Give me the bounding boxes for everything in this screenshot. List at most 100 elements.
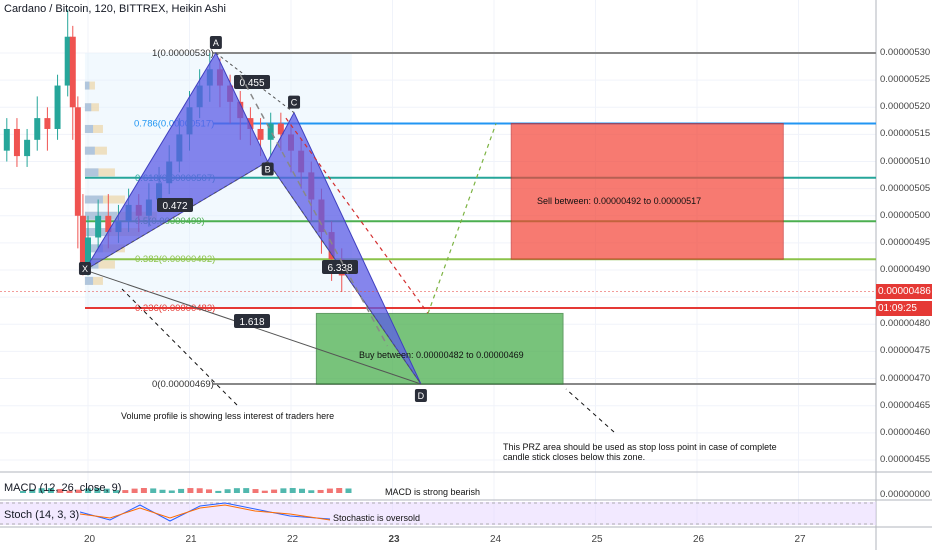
volume-note: Volume profile is showing less interest … bbox=[121, 411, 335, 421]
pattern-point-label: X bbox=[82, 264, 88, 274]
candle-up bbox=[267, 123, 274, 140]
candle-down bbox=[105, 215, 112, 233]
volume-note-arrow bbox=[121, 288, 238, 406]
pattern-point-marker bbox=[78, 262, 91, 276]
sell-zone-label: Sell between: 0.00000492 to 0.00000517 bbox=[537, 196, 702, 206]
volume-bar-up bbox=[84, 211, 118, 220]
fib-level-label: 1(0.00000530) bbox=[152, 48, 214, 59]
x-tick-label: 22 bbox=[287, 534, 299, 545]
y-tick-label: 0.00000465 bbox=[880, 399, 931, 411]
pattern-ratio-box bbox=[322, 260, 358, 274]
pattern-point-marker bbox=[288, 95, 301, 109]
pattern-point-label: A bbox=[213, 38, 219, 48]
x-tick-label: 27 bbox=[794, 534, 806, 545]
y-tick-label: 0.00000490 bbox=[880, 264, 931, 276]
pattern-point-marker bbox=[209, 36, 222, 49]
prz-note-arrow bbox=[565, 388, 615, 433]
volume-bar bbox=[84, 81, 95, 90]
candle-up bbox=[95, 215, 102, 238]
candle-down bbox=[277, 123, 284, 135]
volume-bar-up bbox=[84, 168, 99, 177]
y-tick-label: 0.00000530 bbox=[880, 47, 931, 58]
candle-down bbox=[247, 118, 254, 129]
macd-histogram-bar bbox=[261, 490, 268, 493]
indicator-panes: 0.00000000 bbox=[0, 488, 930, 525]
countdown-tag: 01:09:25 bbox=[876, 301, 932, 316]
macd-note: MACD is strong bearish bbox=[385, 487, 481, 497]
macd-histogram-bar bbox=[168, 490, 175, 493]
macd-histogram-bar bbox=[326, 488, 333, 493]
fib-level-label: 0.236(0.00000483) bbox=[135, 303, 215, 314]
y-tick-label: 0.00000505 bbox=[880, 182, 931, 194]
y-tick-label: 0.00000525 bbox=[880, 74, 931, 86]
macd-histogram-bar bbox=[196, 488, 203, 493]
macd-histogram-bar bbox=[178, 488, 185, 493]
projection-arrow-gray bbox=[239, 74, 389, 347]
x-tick-label: 21 bbox=[185, 534, 197, 545]
x-tick-label: 24 bbox=[490, 534, 502, 545]
volume-bar-up bbox=[84, 81, 90, 90]
macd-zero-label: 0.00000000 bbox=[880, 489, 930, 500]
macd-histogram-bar bbox=[224, 489, 231, 493]
pattern-point-label: B bbox=[265, 165, 271, 175]
macd-label[interactable]: MACD (12, 26, close, 9) bbox=[4, 482, 122, 494]
y-tick-label: 0.00000455 bbox=[880, 453, 931, 465]
macd-histogram-bar bbox=[113, 490, 119, 493]
sell-zone bbox=[510, 123, 784, 260]
buy-zone-label: Buy between: 0.00000482 to 0.00000469 bbox=[359, 350, 524, 360]
macd-histogram-bar bbox=[29, 489, 36, 493]
current-price-tag: 0.00000486 bbox=[876, 284, 932, 299]
y-tick-label: 0.00000475 bbox=[880, 345, 931, 357]
macd-histogram-bar bbox=[122, 490, 129, 493]
macd-histogram-bar bbox=[75, 489, 82, 493]
chart-title: Cardano / Bitcoin, 120, BITTREX, Heikin … bbox=[4, 3, 226, 15]
volume-bar-up bbox=[84, 244, 103, 253]
pattern-ratio-label: 1.618 bbox=[239, 317, 264, 328]
macd-histogram-bar bbox=[289, 488, 296, 493]
candle-up bbox=[24, 139, 31, 157]
volume-bar bbox=[84, 124, 103, 133]
y-tick-label: 0.00000510 bbox=[880, 155, 931, 167]
candle-up bbox=[54, 85, 61, 129]
pattern-xab bbox=[84, 51, 269, 271]
fib-level-label: 0.5(0.00000499) bbox=[135, 216, 205, 227]
candle-up bbox=[64, 36, 71, 86]
pattern-ratio-label: 0.455 bbox=[239, 78, 264, 89]
y-tick-label: 0.00000460 bbox=[880, 426, 931, 438]
stoch-label[interactable]: Stoch (14, 3, 3) bbox=[4, 509, 80, 521]
x-tick-label: 25 bbox=[591, 534, 603, 545]
macd-histogram-bar bbox=[308, 490, 315, 493]
harmonic-pattern: X A B C D 0.455 0.472 6.338 1.618 bbox=[78, 36, 427, 402]
pattern-point-label: C bbox=[291, 98, 298, 108]
volume-bar-up bbox=[84, 146, 95, 155]
volume-bar bbox=[84, 260, 115, 269]
projection-arrow-red bbox=[285, 117, 429, 314]
volume-bar-up bbox=[84, 195, 103, 204]
candle-up bbox=[3, 128, 10, 151]
y-tick-label: 0.00000500 bbox=[880, 209, 931, 221]
annotation-arrows bbox=[0, 74, 876, 433]
macd-histogram-bar bbox=[271, 489, 278, 493]
volume-bar bbox=[84, 146, 107, 155]
volume-bar bbox=[84, 103, 99, 112]
y-tick-label: 0.00000520 bbox=[880, 101, 931, 113]
macd-histogram-bar bbox=[103, 488, 110, 493]
macd-histogram-bar bbox=[20, 491, 26, 493]
candle-down bbox=[257, 128, 264, 140]
macd-histogram-bar bbox=[336, 488, 343, 493]
macd-histogram-bar bbox=[187, 488, 194, 493]
macd-histogram-bar bbox=[159, 489, 166, 493]
candle-down bbox=[13, 128, 20, 157]
macd-histogram-bar bbox=[85, 488, 92, 493]
macd-histogram-bar bbox=[243, 488, 250, 493]
volume-bar-up bbox=[84, 124, 94, 133]
macd-histogram-bar bbox=[131, 488, 138, 493]
macd-histogram-bar bbox=[299, 488, 305, 493]
macd-histogram-bar bbox=[94, 488, 101, 493]
macd-histogram-bar bbox=[345, 488, 352, 493]
fib-level-label: 0(0.00000469) bbox=[152, 379, 214, 390]
x-tick-label: 23 bbox=[388, 534, 400, 545]
volume-bar bbox=[84, 276, 103, 285]
trade-zones bbox=[315, 123, 784, 385]
